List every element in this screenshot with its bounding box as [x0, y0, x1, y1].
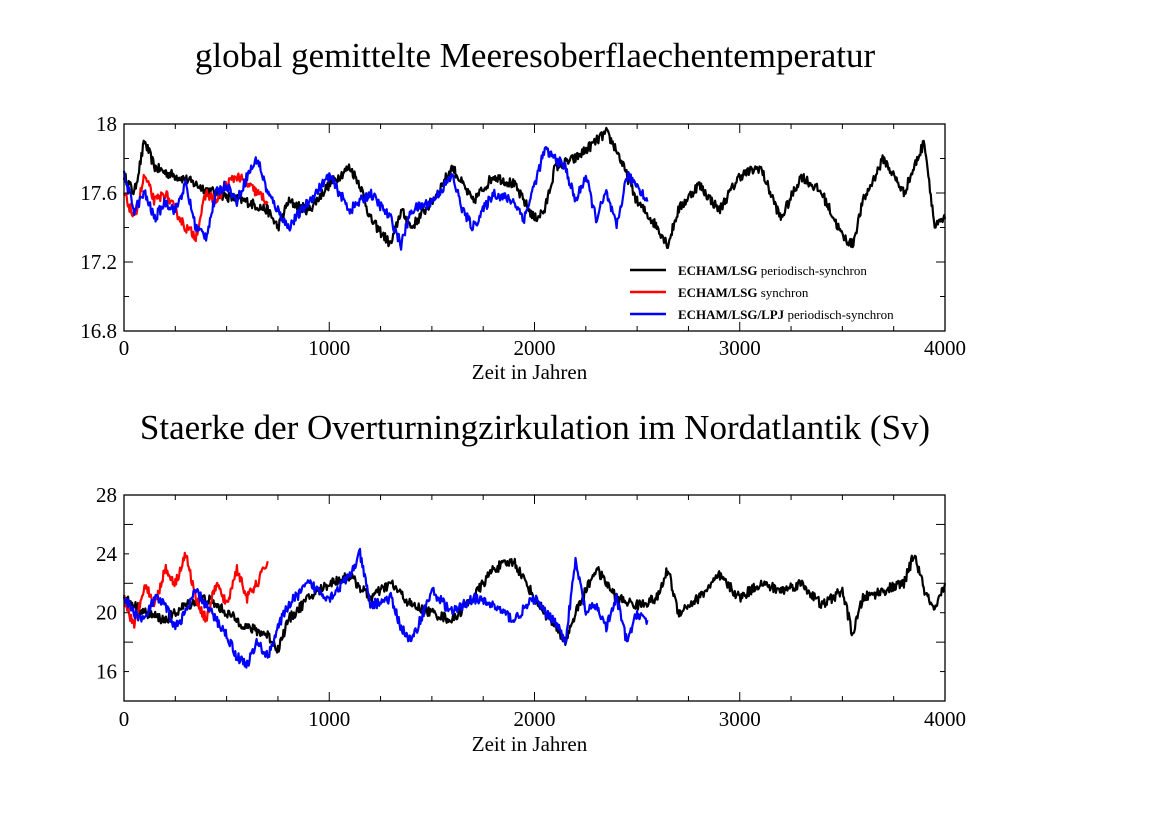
series-line-1 [122, 551, 269, 629]
legend-label-1: ECHAM/LSG synchron [678, 285, 809, 300]
x-tick-label: 4000 [924, 707, 966, 731]
series-line-2 [122, 547, 649, 669]
y-tick-label: 17.2 [80, 250, 117, 274]
x-tick-label: 4000 [924, 336, 966, 360]
y-tick-label: 17.6 [80, 181, 117, 205]
y-tick-label: 16.8 [80, 319, 117, 343]
chart-title-sst: global gemittelte Meeresoberflaechentemp… [194, 36, 876, 75]
x-tick-label: 1000 [308, 707, 350, 731]
series-line-2 [122, 146, 649, 251]
chart-title-overturning: Staerke der Overturningzirkulation im No… [139, 408, 931, 447]
x-tick-label: 3000 [719, 707, 761, 731]
y-tick-label: 16 [96, 660, 117, 684]
x-tick-label: 0 [119, 336, 130, 360]
legend-label-0: ECHAM/LSG periodisch-synchron [678, 263, 867, 278]
chart-overturning: 0 1000 2000 3000 4000 16 20 24 28 Zeit in Jahren [96, 483, 966, 756]
chart-sst: 0 1000 2000 3000 4000 16.8 17.2 17.6 18 Zeit in J… [80, 112, 966, 384]
series-line-0 [122, 126, 947, 249]
x-tick-label: 1000 [308, 336, 350, 360]
x-axis-label: Zeit in Jahren [472, 732, 588, 756]
y-tick-label: 20 [96, 601, 117, 625]
y-tick-label: 18 [96, 112, 117, 136]
plot-frame [123, 123, 946, 332]
y-tick-label: 24 [96, 542, 118, 566]
x-tick-label: 2000 [514, 336, 556, 360]
x-axis-label: Zeit in Jahren [472, 360, 588, 384]
legend-label-2: ECHAM/LSG/LPJ periodisch-synchron [678, 307, 894, 322]
x-tick-label: 2000 [514, 707, 556, 731]
x-tick-label: 0 [119, 707, 130, 731]
x-tick-label: 3000 [719, 336, 761, 360]
y-tick-label: 28 [96, 483, 117, 507]
